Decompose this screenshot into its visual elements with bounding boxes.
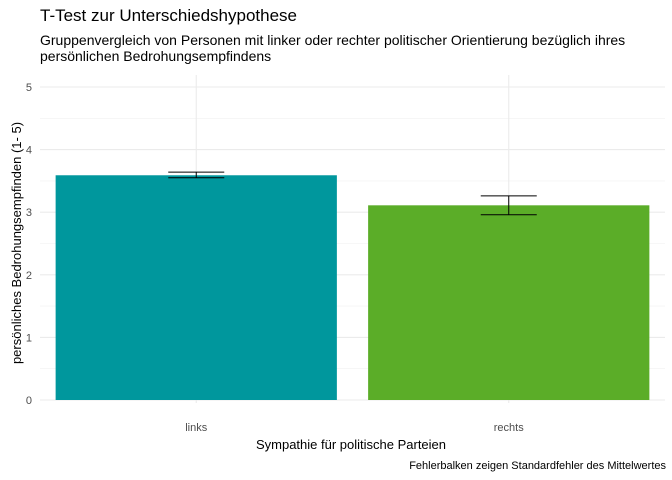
bar-links: [55, 175, 337, 400]
y-tick-labels: 0 1 2 3 4 5: [26, 82, 32, 407]
chart-subtitle: Gruppenvergleich von Personen mit linker…: [40, 32, 626, 64]
chart-title: T-Test zur Unterschiedshypothese: [40, 6, 298, 25]
y-tick-label: 1: [26, 332, 32, 344]
y-tick-label: 4: [26, 145, 32, 157]
x-tick-labels: links rechts: [185, 422, 524, 434]
error-bars: [168, 171, 537, 216]
y-tick-label: 5: [26, 82, 32, 94]
y-tick-label: 0: [26, 395, 32, 407]
x-tick-label: rechts: [494, 422, 524, 434]
bar-rechts: [368, 205, 650, 400]
x-axis-label: Sympathie für politische Parteien: [256, 437, 446, 452]
error-bar-links: [168, 171, 225, 179]
y-axis-label: persönliches Bedrohungsempfinden (1- 5): [9, 122, 24, 364]
x-tick-label: links: [185, 422, 208, 434]
y-tick-label: 3: [26, 207, 32, 219]
y-tick-label: 2: [26, 270, 32, 282]
error-bar-rechts: [480, 195, 537, 216]
chart-caption: Fehlerbalken zeigen Standardfehler des M…: [409, 460, 666, 472]
bars: [55, 175, 650, 400]
